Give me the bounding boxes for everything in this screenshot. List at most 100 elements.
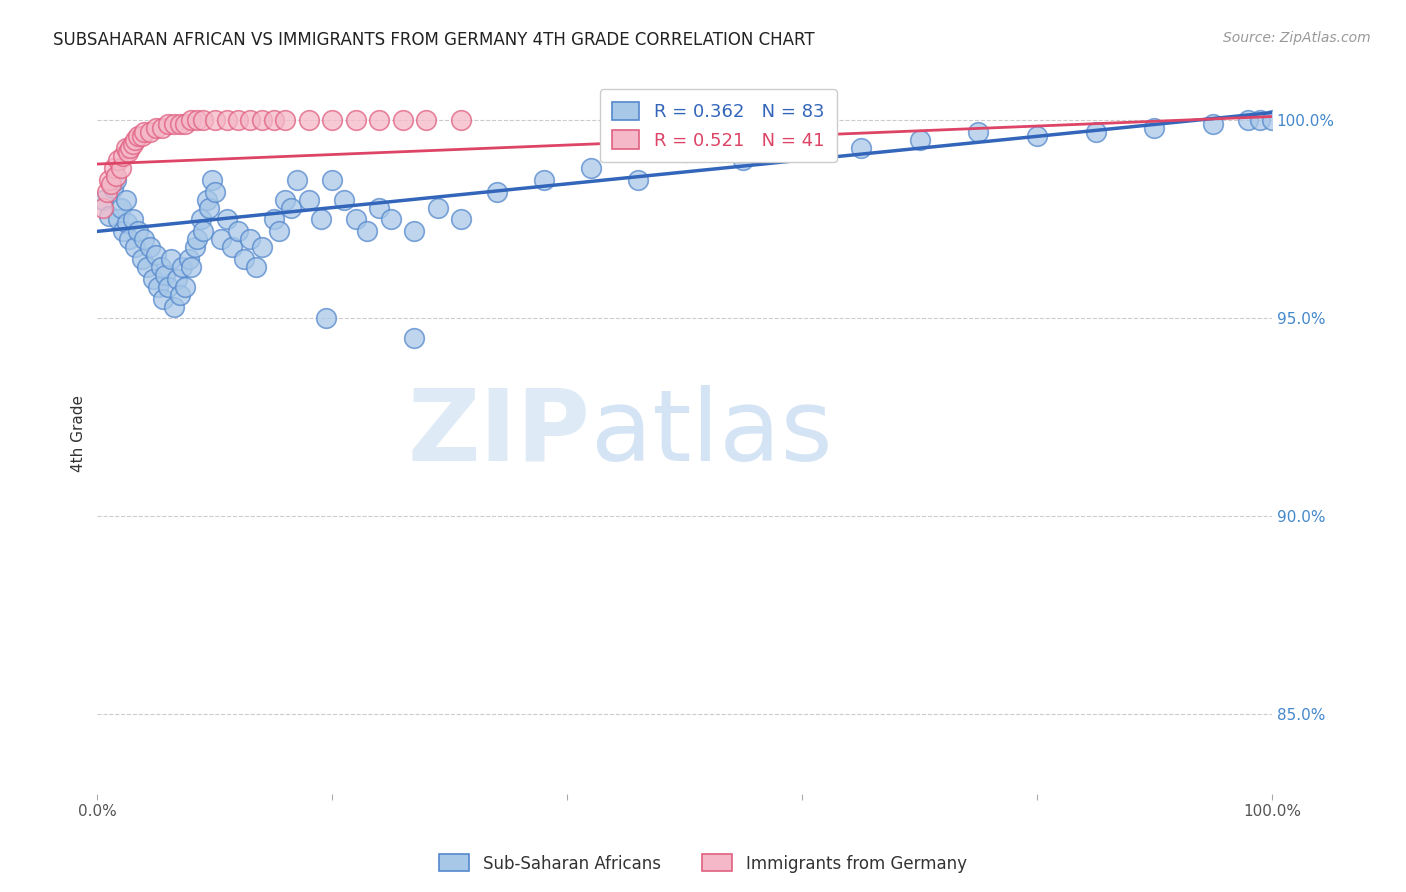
Point bbox=[115, 216, 138, 230]
Point bbox=[344, 212, 367, 227]
Point bbox=[98, 173, 121, 187]
Point bbox=[139, 125, 162, 139]
Point bbox=[152, 292, 174, 306]
Point bbox=[1143, 121, 1166, 136]
Point bbox=[368, 201, 391, 215]
Point bbox=[166, 272, 188, 286]
Point bbox=[112, 149, 135, 163]
Point bbox=[380, 212, 402, 227]
Point bbox=[245, 260, 267, 274]
Point bbox=[131, 252, 153, 266]
Text: ZIP: ZIP bbox=[408, 384, 591, 482]
Point bbox=[404, 224, 426, 238]
Point bbox=[169, 287, 191, 301]
Point bbox=[169, 118, 191, 132]
Point bbox=[315, 311, 337, 326]
Point bbox=[96, 185, 118, 199]
Point bbox=[579, 161, 602, 175]
Point bbox=[155, 268, 177, 282]
Point bbox=[250, 240, 273, 254]
Point bbox=[298, 193, 321, 207]
Point bbox=[790, 137, 813, 152]
Point bbox=[163, 118, 186, 132]
Legend: R = 0.362   N = 83, R = 0.521   N = 41: R = 0.362 N = 83, R = 0.521 N = 41 bbox=[600, 89, 837, 162]
Point bbox=[91, 193, 114, 207]
Point bbox=[98, 209, 121, 223]
Point bbox=[321, 113, 343, 128]
Text: SUBSAHARAN AFRICAN VS IMMIGRANTS FROM GERMANY 4TH GRADE CORRELATION CHART: SUBSAHARAN AFRICAN VS IMMIGRANTS FROM GE… bbox=[53, 31, 815, 49]
Point bbox=[121, 137, 143, 152]
Point bbox=[124, 133, 146, 147]
Point bbox=[321, 173, 343, 187]
Point bbox=[142, 272, 165, 286]
Point bbox=[114, 193, 136, 207]
Point bbox=[215, 212, 238, 227]
Point bbox=[533, 173, 555, 187]
Point bbox=[160, 252, 183, 266]
Point bbox=[391, 113, 413, 128]
Point bbox=[239, 232, 262, 246]
Point bbox=[368, 113, 391, 128]
Point bbox=[121, 212, 143, 227]
Point bbox=[1026, 129, 1049, 144]
Point bbox=[450, 113, 472, 128]
Point bbox=[177, 252, 200, 266]
Point bbox=[134, 125, 156, 139]
Point bbox=[298, 113, 321, 128]
Point bbox=[91, 201, 114, 215]
Point bbox=[190, 212, 212, 227]
Point bbox=[908, 133, 931, 147]
Point bbox=[156, 280, 179, 294]
Point bbox=[180, 260, 202, 274]
Point bbox=[280, 201, 302, 215]
Point bbox=[124, 240, 146, 254]
Point bbox=[110, 161, 132, 175]
Point bbox=[733, 153, 755, 167]
Point bbox=[356, 224, 378, 238]
Point bbox=[107, 153, 129, 167]
Point bbox=[209, 232, 232, 246]
Point bbox=[149, 260, 172, 274]
Point bbox=[485, 185, 508, 199]
Point bbox=[145, 121, 167, 136]
Point bbox=[263, 212, 285, 227]
Point bbox=[184, 240, 207, 254]
Point bbox=[186, 232, 208, 246]
Point bbox=[450, 212, 472, 227]
Point bbox=[163, 300, 186, 314]
Point bbox=[170, 260, 193, 274]
Point bbox=[198, 201, 221, 215]
Point bbox=[127, 129, 149, 144]
Point bbox=[415, 113, 437, 128]
Point bbox=[107, 212, 129, 227]
Point bbox=[127, 224, 149, 238]
Point bbox=[139, 240, 162, 254]
Point bbox=[215, 113, 238, 128]
Point bbox=[1084, 125, 1107, 139]
Point bbox=[114, 141, 136, 155]
Point bbox=[135, 260, 157, 274]
Point bbox=[1237, 113, 1260, 128]
Point bbox=[221, 240, 243, 254]
Point bbox=[1249, 113, 1271, 128]
Point bbox=[145, 248, 167, 262]
Point bbox=[673, 145, 696, 160]
Point bbox=[627, 173, 650, 187]
Point bbox=[174, 118, 197, 132]
Point bbox=[427, 201, 450, 215]
Point bbox=[191, 113, 214, 128]
Point bbox=[967, 125, 990, 139]
Point bbox=[344, 113, 367, 128]
Point bbox=[103, 161, 125, 175]
Point bbox=[333, 193, 356, 207]
Point bbox=[174, 280, 197, 294]
Point bbox=[156, 118, 179, 132]
Point bbox=[105, 169, 128, 183]
Point bbox=[274, 113, 297, 128]
Text: atlas: atlas bbox=[591, 384, 832, 482]
Point bbox=[263, 113, 285, 128]
Point bbox=[120, 141, 142, 155]
Point bbox=[269, 224, 291, 238]
Point bbox=[195, 193, 218, 207]
Point bbox=[112, 224, 135, 238]
